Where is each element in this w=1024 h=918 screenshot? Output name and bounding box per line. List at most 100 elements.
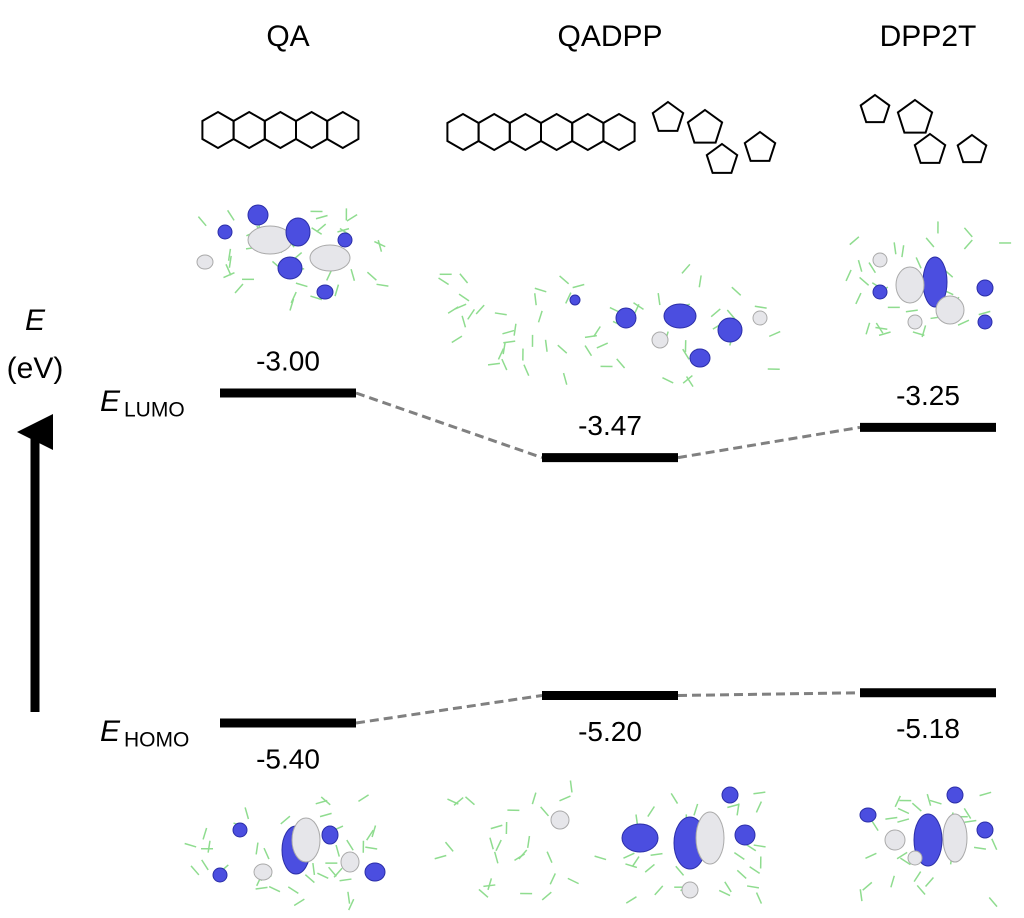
orbital-stick	[316, 216, 328, 219]
orbital-stick	[866, 323, 870, 334]
orbital-stick	[488, 878, 491, 890]
orbital-lobe	[322, 826, 338, 844]
orbital-stick	[491, 825, 503, 828]
orbital-stick	[894, 242, 896, 254]
orbital-stick	[320, 813, 332, 816]
orbital-stick	[476, 305, 484, 314]
orbital-stick	[228, 210, 234, 220]
orbital-stick	[897, 819, 909, 822]
molecule-ring	[296, 112, 327, 148]
orbital-stick	[305, 875, 314, 883]
orbital-stick	[719, 890, 730, 895]
orbital-stick	[858, 260, 861, 272]
orbital-lobe	[947, 787, 963, 803]
orbital-stick	[479, 889, 488, 897]
orbital-stick	[296, 283, 307, 286]
orbital-stick	[750, 867, 760, 874]
orbital-stick	[558, 345, 567, 353]
orbital-stick	[502, 359, 507, 370]
orbital-stick	[989, 898, 997, 907]
orbital-stick	[519, 850, 527, 859]
molecule-ring	[861, 95, 890, 122]
orbital-lobe	[936, 296, 964, 324]
orbital-stick	[564, 373, 567, 385]
molecule-ring	[898, 100, 932, 133]
orbital-stick	[992, 839, 997, 850]
orbital-lobe	[690, 349, 710, 367]
orbital-stick	[757, 893, 762, 904]
orbital-stick	[291, 292, 296, 303]
orbital-stick	[223, 273, 234, 278]
orbital-stick	[891, 876, 894, 888]
orbital-stick	[336, 845, 339, 857]
orbital-stick	[528, 836, 530, 848]
orbital-stick	[347, 840, 353, 850]
orbital-stick	[335, 285, 338, 297]
orbital-stick	[694, 804, 698, 815]
orbital-lobe	[365, 863, 385, 881]
orbital-lobe	[233, 823, 247, 837]
orbital-lobe	[885, 830, 905, 850]
molecule-ring	[572, 114, 603, 150]
orbital-stick	[895, 796, 900, 807]
orbital-stick	[454, 798, 463, 806]
orbital-stick	[358, 795, 368, 801]
orbital-stick	[648, 807, 655, 817]
orbital-stick	[898, 808, 909, 813]
orbital-stick	[585, 346, 591, 356]
orbital-stick	[294, 899, 304, 905]
orbital-stick	[863, 882, 872, 890]
orbital-stick	[340, 879, 352, 881]
orbital-lobe	[978, 315, 992, 329]
orbital-lobe	[248, 226, 292, 254]
orbital-stick	[288, 887, 298, 894]
orbital-stick	[547, 852, 552, 863]
series-label-e: E	[100, 385, 121, 418]
orbital-lobe	[718, 318, 742, 342]
orbital-stick	[865, 853, 876, 858]
molecule-ring	[327, 112, 358, 148]
orbital-stick	[711, 309, 720, 317]
orbital-stick	[964, 228, 972, 237]
orbital-stick	[546, 340, 548, 352]
category-title: DPP2T	[880, 20, 977, 53]
orbital-stick	[256, 843, 258, 855]
orbital-stick	[208, 841, 210, 853]
orbital-stick	[281, 816, 290, 824]
orbital-stick	[514, 324, 516, 336]
orbital-stick	[916, 257, 921, 268]
orbital-lobe	[722, 787, 738, 803]
orbital-lobe	[696, 812, 724, 864]
orbital-lobe	[278, 257, 302, 279]
orbital-stick	[202, 860, 208, 870]
orbital-stick	[573, 285, 585, 288]
orbital-stick	[462, 316, 465, 328]
orbital-lobe	[943, 814, 967, 862]
orbital-stick	[367, 272, 376, 280]
orbital-lobe	[310, 245, 350, 271]
orbital-stick	[535, 293, 536, 305]
orbital-stick	[317, 224, 326, 232]
molecule-ring	[541, 114, 572, 150]
series-label-e: E	[100, 715, 121, 748]
molecule-ring	[202, 112, 233, 148]
orbital-stick	[926, 238, 934, 247]
orbital-stick	[964, 240, 972, 249]
orbital-stick	[245, 807, 248, 819]
value-label: -5.40	[256, 743, 320, 774]
orbital-stick	[495, 852, 498, 864]
orbital-stick	[435, 856, 447, 859]
molecule-ring	[447, 114, 478, 150]
orbital-stick	[465, 797, 474, 805]
molecule-ring	[653, 102, 683, 131]
orbital-stick	[930, 800, 941, 803]
orbital-stick	[682, 264, 690, 273]
orbital-lobe	[551, 811, 569, 829]
orbital-lobe	[616, 308, 636, 328]
orbital-lobe	[873, 285, 887, 299]
orbital-stick	[958, 320, 969, 325]
orbital-stick	[550, 873, 555, 884]
orbital-lobe	[218, 225, 232, 239]
decorations	[185, 95, 1011, 910]
molecule-ring	[510, 114, 541, 150]
